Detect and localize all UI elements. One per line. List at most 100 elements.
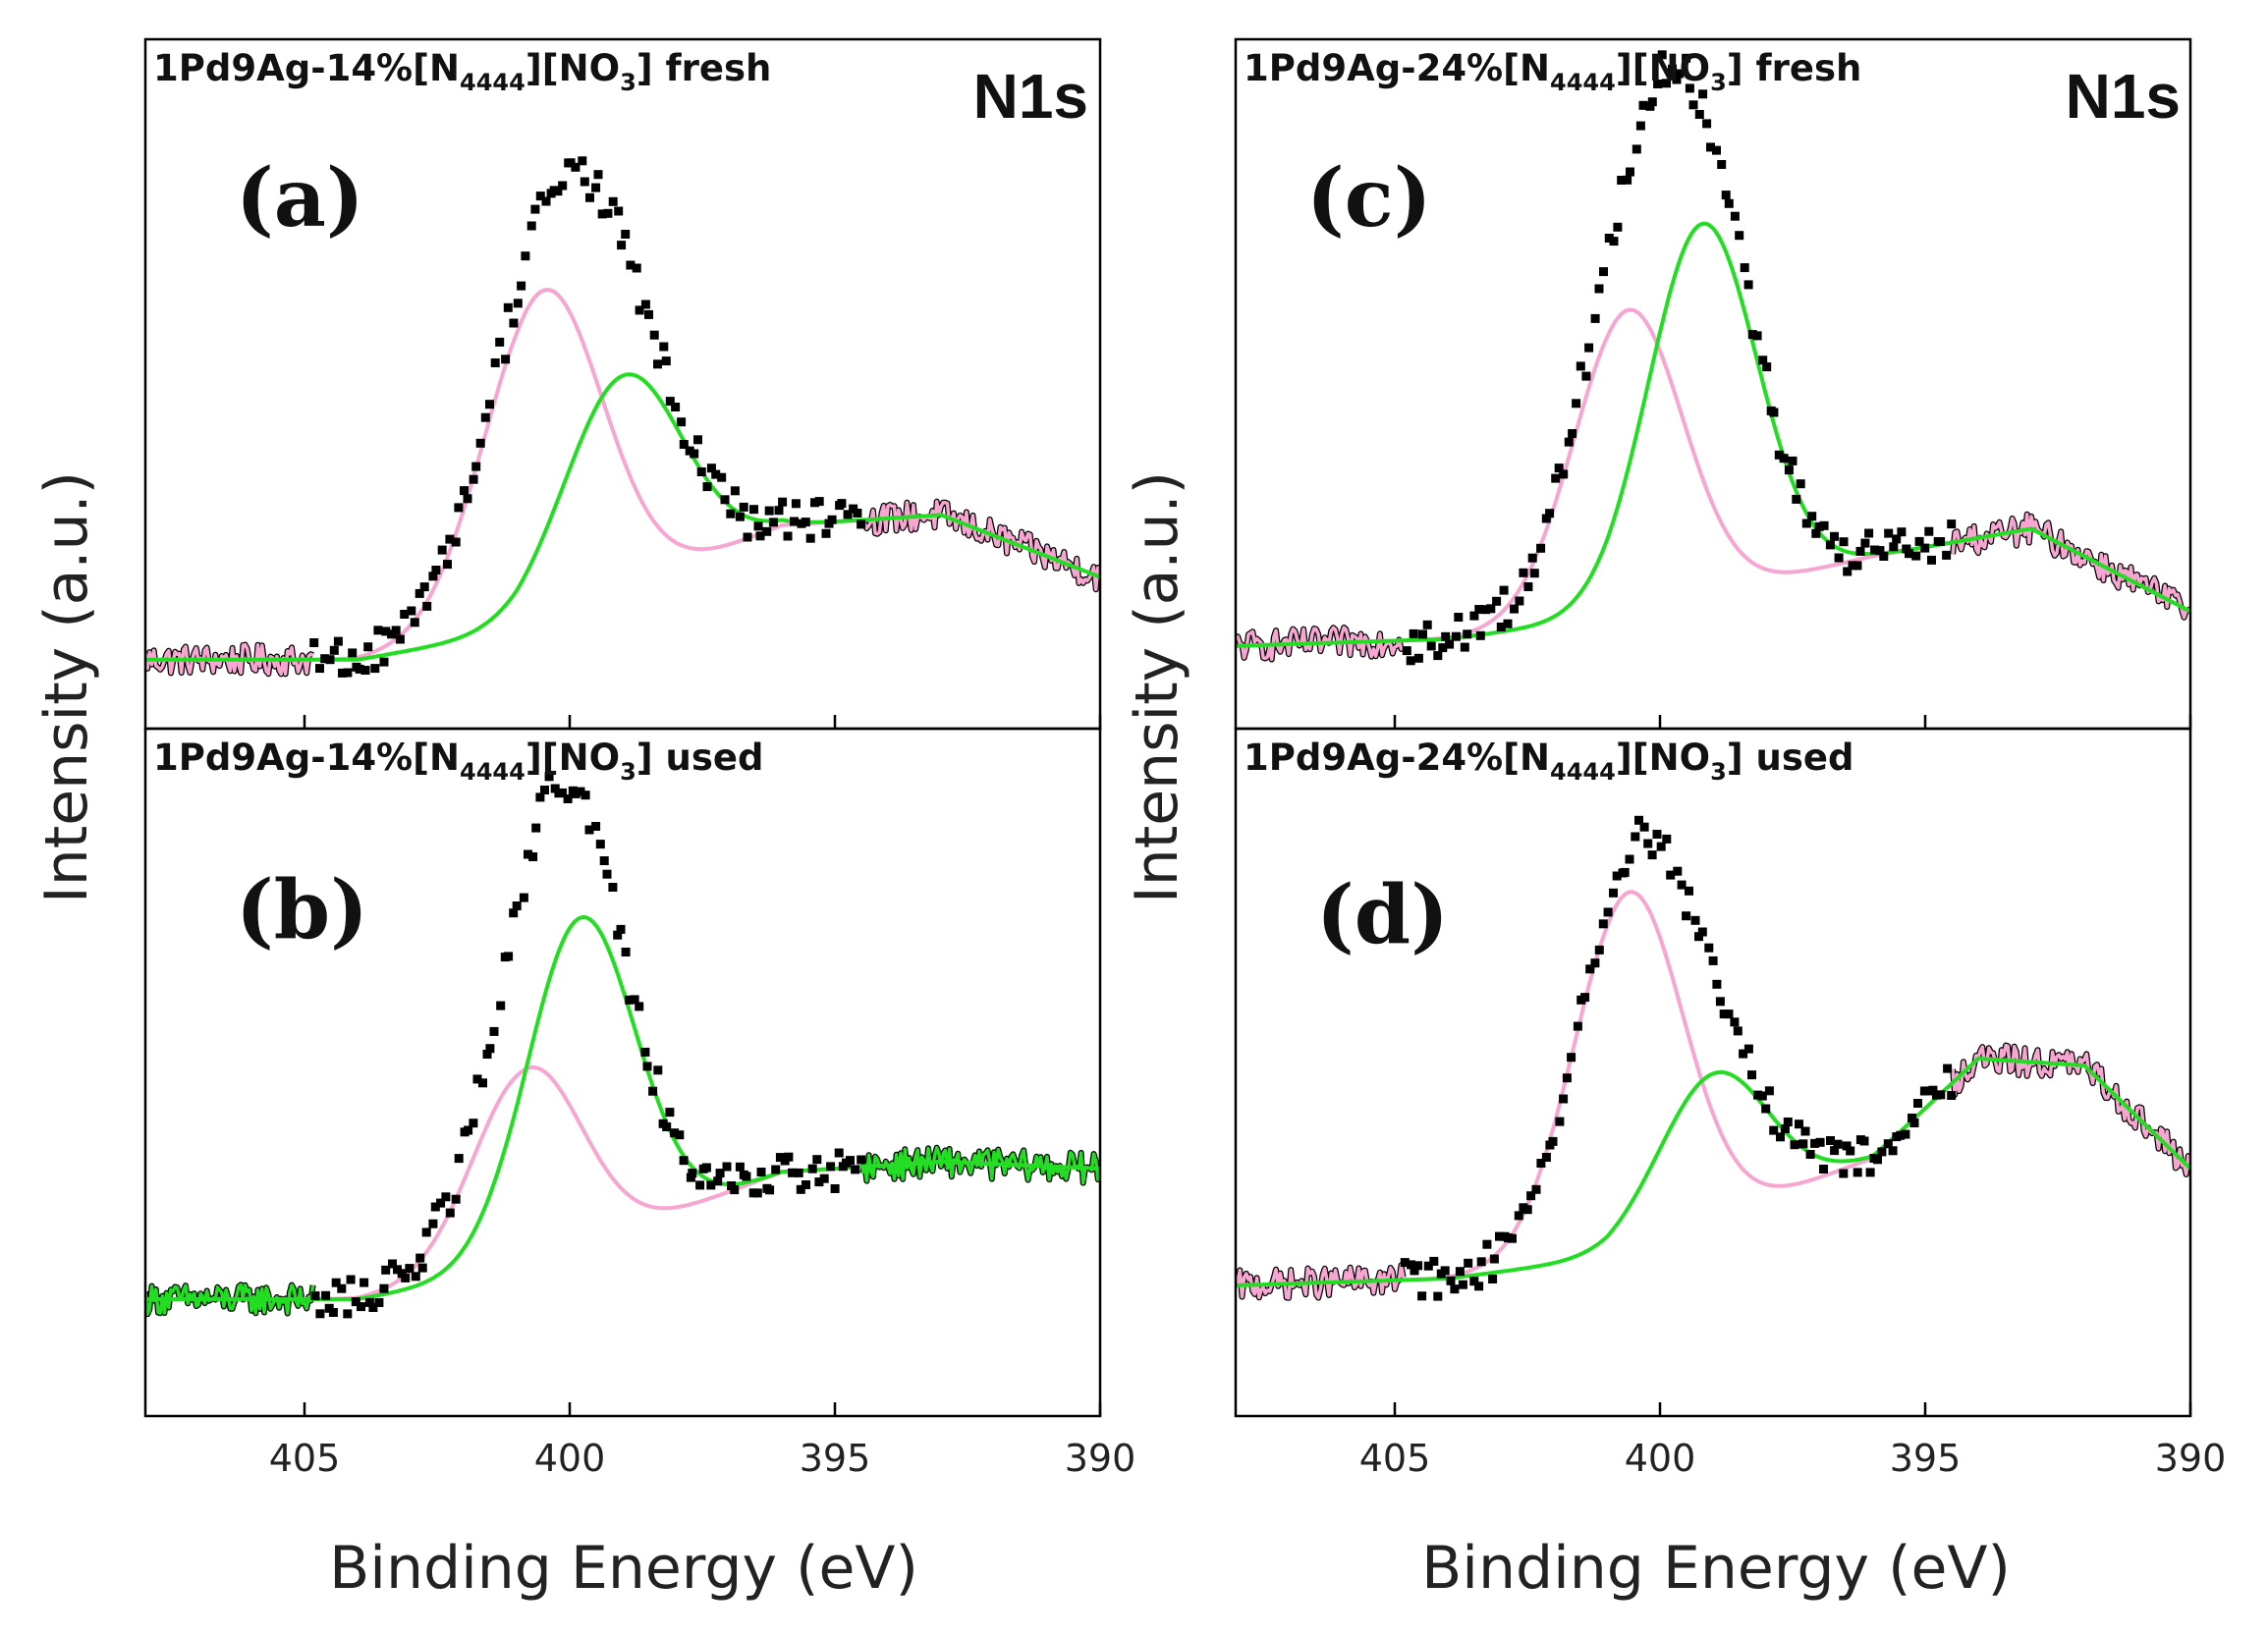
y-axis-title-left: Intensity (a.u.)	[32, 471, 101, 903]
data-point	[541, 196, 551, 206]
data-point	[1496, 623, 1506, 631]
data-point	[1653, 80, 1663, 88]
x-axis-title-left: Binding Energy (eV)	[329, 1534, 918, 1603]
data-point	[445, 534, 455, 544]
data-point	[1896, 1130, 1906, 1140]
data-point	[1702, 119, 1712, 129]
data-point	[309, 638, 319, 647]
data-point	[1645, 101, 1655, 111]
data-point	[1559, 1094, 1569, 1104]
data-point	[837, 499, 847, 509]
data-point	[437, 545, 447, 555]
data-point	[1826, 1136, 1835, 1145]
data-point	[1942, 550, 1952, 560]
x-tick-label-400: 400	[1625, 1437, 1696, 1480]
data-point	[762, 526, 772, 536]
data-point	[1475, 630, 1485, 640]
green-component-c	[1236, 221, 2190, 648]
data-point	[1911, 551, 1921, 561]
data-point	[635, 1002, 644, 1011]
data-point	[571, 789, 581, 798]
data-point	[649, 330, 659, 340]
data-point	[749, 505, 758, 515]
data-point	[1409, 628, 1418, 638]
data-point	[478, 1078, 487, 1088]
data-point	[1801, 518, 1811, 528]
data-point	[791, 499, 801, 509]
x-axis-title-right: Binding Energy (eV)	[1421, 1534, 2011, 1603]
data-point	[1673, 866, 1683, 876]
data-point	[571, 162, 581, 172]
data-point	[1603, 907, 1613, 917]
data-point	[1594, 284, 1604, 294]
data-point	[812, 1155, 822, 1165]
data-point	[1819, 520, 1829, 530]
data-point	[630, 995, 639, 1005]
data-point	[1694, 110, 1704, 119]
data-point	[315, 1309, 325, 1319]
data-point	[1481, 605, 1491, 615]
data-point	[665, 397, 675, 407]
data-point	[1555, 1117, 1565, 1126]
data-point	[801, 518, 810, 527]
data-point	[696, 467, 706, 476]
data-point	[810, 498, 819, 508]
data-point	[381, 627, 391, 636]
data-point	[1657, 50, 1667, 60]
data-point	[460, 486, 469, 496]
data-point	[1719, 1009, 1729, 1019]
data-point	[1647, 97, 1657, 107]
data-point	[321, 1290, 331, 1300]
data-point	[1784, 465, 1794, 475]
experimental-points-b	[310, 772, 866, 1319]
data-point	[616, 924, 626, 934]
data-point	[1635, 121, 1645, 131]
data-point	[827, 515, 837, 524]
data-point	[415, 1253, 425, 1263]
data-point	[355, 664, 364, 674]
data-point	[1422, 620, 1432, 629]
data-point	[794, 1168, 803, 1177]
data-point	[1433, 1291, 1443, 1301]
data-point	[509, 318, 519, 328]
data-point	[1923, 1086, 1933, 1096]
data-point	[1747, 330, 1757, 340]
data-point	[472, 1074, 482, 1084]
data-point	[512, 901, 522, 910]
data-point	[524, 849, 532, 859]
data-point	[671, 403, 681, 411]
data-point	[722, 1162, 732, 1172]
data-point	[1740, 263, 1749, 273]
data-point	[1892, 534, 1902, 544]
data-point	[1811, 528, 1821, 538]
data-point	[597, 209, 607, 219]
data-point	[802, 1180, 810, 1189]
data-point	[1752, 331, 1762, 341]
data-point	[826, 1162, 836, 1172]
data-point	[585, 192, 594, 202]
data-point	[1612, 871, 1622, 881]
data-point	[1523, 582, 1533, 591]
data-point	[1489, 1254, 1499, 1264]
data-point	[1853, 561, 1862, 571]
data-point	[368, 1303, 378, 1312]
data-point	[1769, 1125, 1779, 1135]
data-point	[621, 948, 631, 956]
data-point	[553, 187, 563, 196]
data-point	[530, 204, 540, 214]
data-point	[788, 1168, 797, 1177]
data-point	[661, 356, 671, 366]
data-point	[1936, 1090, 1946, 1100]
data-point	[1825, 540, 1835, 550]
data-point	[485, 1044, 495, 1054]
data-point	[1853, 1168, 1862, 1177]
panel-label-a: (a)	[236, 151, 364, 246]
data-point	[1541, 1153, 1551, 1162]
data-point	[1774, 450, 1784, 460]
data-point	[454, 503, 464, 513]
experimental-points-d	[1400, 815, 1957, 1301]
data-point	[1819, 1165, 1828, 1173]
data-point	[1733, 1026, 1742, 1036]
data-point	[325, 655, 335, 665]
data-point	[1469, 1277, 1479, 1286]
